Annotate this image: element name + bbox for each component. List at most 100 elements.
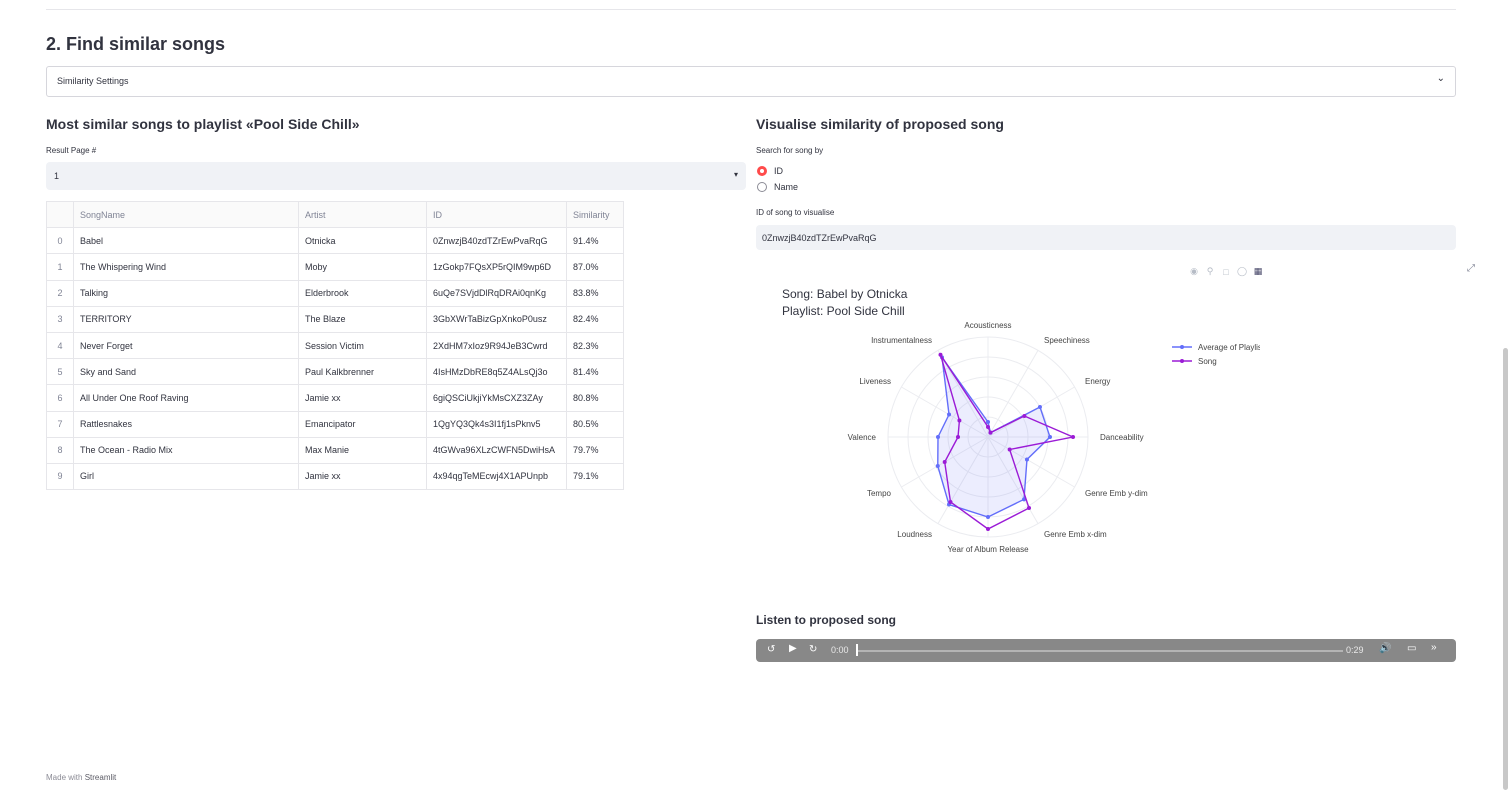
progress-knob[interactable] xyxy=(856,644,858,656)
row-index: 4 xyxy=(46,331,74,360)
airplay-icon[interactable]: ▭ xyxy=(1407,643,1417,654)
radar-point[interactable] xyxy=(1048,435,1052,439)
table-cell: 6uQe7SVjdDlRqDRAi0qnKg xyxy=(426,279,567,307)
radio-option-name[interactable]: Name xyxy=(757,182,798,192)
table-cell: Jamie xx xyxy=(298,462,427,491)
radar-point[interactable] xyxy=(1022,414,1027,418)
fullscreen-icon[interactable]: ⤢ xyxy=(1467,263,1475,274)
page-scrollbar[interactable] xyxy=(1503,348,1508,790)
table-cell: 87.0% xyxy=(566,253,624,281)
current-time: 0:00 xyxy=(831,645,849,655)
radar-point[interactable] xyxy=(1027,506,1031,511)
streamlit-link[interactable]: Streamlit xyxy=(84,773,117,782)
legend-label[interactable]: Average of Playlist xyxy=(1198,343,1260,352)
column-header[interactable]: ID xyxy=(426,200,567,229)
table-cell: 81.4% xyxy=(566,358,624,386)
radio-button[interactable] xyxy=(757,182,767,192)
table-cell: All Under One Roof Raving xyxy=(73,384,299,412)
table-row[interactable]: 8 The Ocean - Radio Mix Max Manie 4tGWva96X… xyxy=(46,436,624,464)
radar-axis-label: Instrumentalness xyxy=(871,336,932,345)
plotly-logo-icon[interactable]: ▦ xyxy=(1253,266,1263,276)
radar-point[interactable] xyxy=(986,425,990,429)
radar-point[interactable] xyxy=(1022,497,1026,502)
radio-option-id[interactable]: ID xyxy=(757,166,783,176)
box-select-icon[interactable]: □ xyxy=(1223,266,1229,277)
radar-spoke xyxy=(987,436,1075,488)
table-row[interactable]: 5 Sky and Sand Paul Kalkbrenner 4IsHMzDbRE8… xyxy=(46,358,624,386)
row-index: 3 xyxy=(46,305,74,333)
radar-axis-label: Loudness xyxy=(897,530,932,539)
table-row[interactable]: 6 All Under One Roof Raving Jamie xx 6giQSC… xyxy=(46,384,624,412)
table-row[interactable]: 0 Babel Otnicka 0ZnwzjB40zdTZrEwPvaRqG 91.4% xyxy=(46,227,624,255)
more-icon[interactable]: » xyxy=(1431,642,1437,653)
radio-label: Name xyxy=(774,182,799,192)
radar-axis-label: Danceability xyxy=(1100,433,1144,442)
radar-point[interactable] xyxy=(956,435,960,439)
forward-icon[interactable]: ↻ xyxy=(809,644,818,655)
table-cell: The Blaze xyxy=(298,305,427,333)
radar-point[interactable] xyxy=(957,418,962,423)
radar-point[interactable] xyxy=(936,435,940,439)
table-cell: 3GbXWrTaBizGpXnkoP0usz xyxy=(426,305,567,333)
volume-icon[interactable]: 🔊 xyxy=(1379,643,1392,654)
table-cell: 2XdHM7xIoz9R94JeB3Cwrd xyxy=(426,331,567,360)
radar-point[interactable] xyxy=(1071,435,1075,439)
legend-label[interactable]: Song xyxy=(1198,357,1217,366)
table-row[interactable]: 7 Rattlesnakes Emancipator 1QgYQ3Qk4s3I1fj1… xyxy=(46,410,624,438)
song-id-input[interactable] xyxy=(756,225,1456,250)
table-cell: 79.7% xyxy=(566,436,624,464)
row-index: 6 xyxy=(46,384,74,412)
radar-point[interactable] xyxy=(986,527,990,531)
zoom-icon[interactable]: ⚲ xyxy=(1206,266,1214,276)
table-cell: 83.8% xyxy=(566,279,624,307)
radar-spoke xyxy=(987,350,1039,438)
rewind-icon[interactable]: ↺ xyxy=(767,644,776,655)
radar-chart: Acousticness Speechiness Energy Danceabilit… xyxy=(848,321,1260,554)
song-id-label: ID of song to visualise xyxy=(756,208,835,217)
radar-axis-label: Tempo xyxy=(867,489,892,498)
row-index: 7 xyxy=(46,410,74,438)
radio-button[interactable] xyxy=(757,166,767,176)
listen-title: Listen to proposed song xyxy=(756,613,896,627)
radar-point[interactable] xyxy=(1037,405,1042,409)
table-row[interactable]: 3 TERRITORY The Blaze 3GbXWrTaBizGpXnkoP0us… xyxy=(46,305,624,333)
radar-point[interactable] xyxy=(1024,457,1029,462)
radar-point[interactable] xyxy=(935,464,940,468)
chart-modebar: ◉ ⚲ □ ◯ ▦ xyxy=(1188,266,1264,277)
column-header[interactable]: Similarity xyxy=(566,200,624,229)
chart-title-line2: Playlist: Pool Side Chill xyxy=(782,304,905,318)
table-cell: 4tGWva96XLzCWFN5DwiHsA xyxy=(426,436,567,464)
table-cell: Sky and Sand xyxy=(73,358,299,386)
footer: Made with Streamlit xyxy=(46,773,116,782)
lasso-icon[interactable]: ◯ xyxy=(1236,266,1248,276)
table-cell: Girl xyxy=(73,462,299,491)
table-row[interactable]: 2 Talking Elderbrook 6uQe7SVjdDlRqDRAi0qnKg… xyxy=(46,279,624,307)
table-cell: 80.5% xyxy=(566,410,624,438)
table-cell: Babel xyxy=(73,227,299,255)
play-icon[interactable]: ▶ xyxy=(789,643,797,654)
table-row[interactable]: 1 The Whispering Wind Moby 1zGokp7FQsXP5rQI… xyxy=(46,253,624,281)
column-header[interactable]: Artist xyxy=(298,200,427,229)
result-page-select[interactable]: 1 ▾ xyxy=(46,162,746,190)
row-index: 1 xyxy=(46,253,74,281)
similarity-settings-expander[interactable]: Similarity Settings ⌄ xyxy=(46,66,1456,97)
table-cell: Jamie xx xyxy=(298,384,427,412)
radio-label: ID xyxy=(774,166,783,176)
table-row[interactable]: 4 Never Forget Session Victim 2XdHM7xIoz9R9… xyxy=(46,331,624,360)
similar-songs-title: Most similar songs to playlist «Pool Sid… xyxy=(46,116,360,132)
radar-point[interactable] xyxy=(988,430,993,435)
radar-point[interactable] xyxy=(947,412,952,417)
radar-point[interactable] xyxy=(938,352,943,357)
table-cell: Max Manie xyxy=(298,436,427,464)
radar-point[interactable] xyxy=(986,420,990,424)
radar-point[interactable] xyxy=(986,515,990,519)
visualise-title: Visualise similarity of proposed song xyxy=(756,116,1004,132)
camera-icon[interactable]: ◉ xyxy=(1190,266,1198,276)
radar-point[interactable] xyxy=(942,460,947,464)
table-row[interactable]: 9 Girl Jamie xx 4x94qgTeMEcwj4X1APUnpb 79.1% xyxy=(46,462,624,491)
radar-point[interactable] xyxy=(948,499,953,504)
column-header[interactable]: SongName xyxy=(73,200,299,229)
table-cell: Paul Kalkbrenner xyxy=(298,358,427,386)
column-header[interactable] xyxy=(46,200,74,229)
radar-point[interactable] xyxy=(1007,447,1012,452)
